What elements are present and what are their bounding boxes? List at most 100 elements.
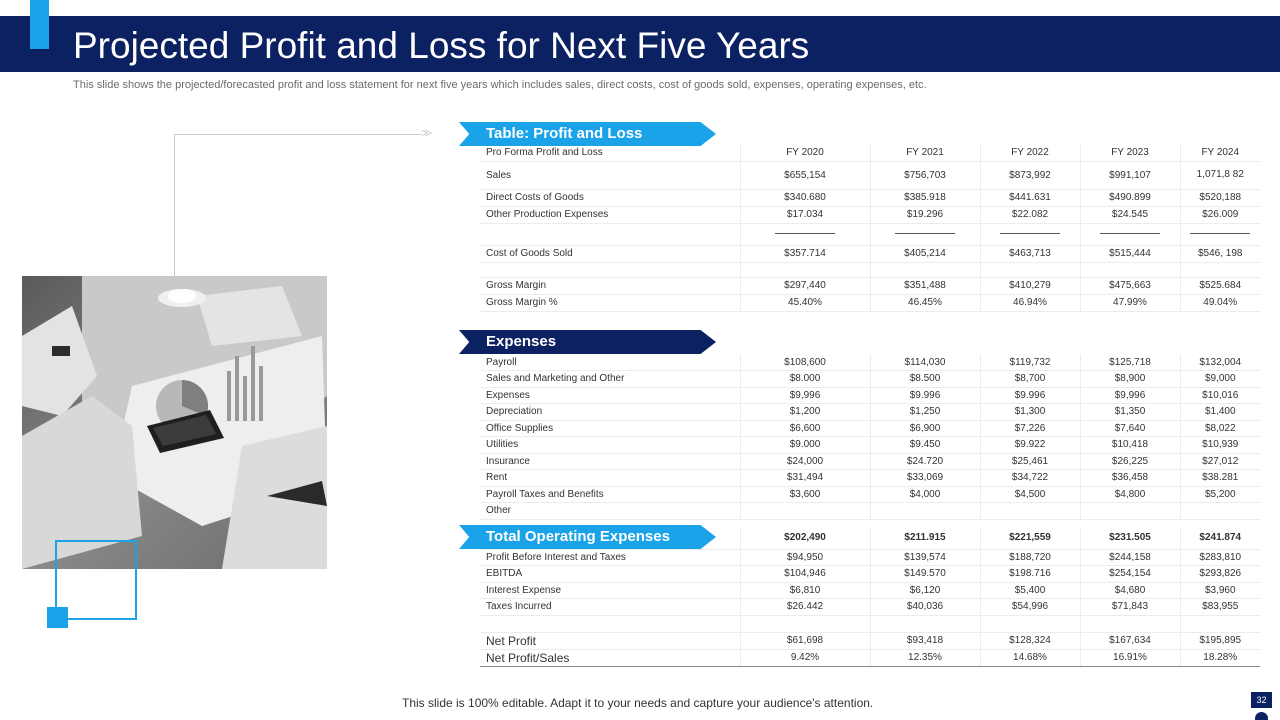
row-value: $128,324 bbox=[979, 632, 1080, 650]
table-row: Direct Costs of Goods $340.680 $385.918 … bbox=[480, 189, 1260, 207]
row-value: $283,810 bbox=[1179, 549, 1260, 566]
subtotal-underline-row bbox=[480, 223, 1260, 246]
row-value: $546, 198 bbox=[1179, 245, 1260, 263]
section-banner-profit-loss: Table: Profit and Loss bbox=[459, 122, 716, 146]
empty-cell bbox=[979, 615, 1080, 633]
row-value: $1,250 bbox=[869, 403, 980, 421]
header-label: Pro Forma Profit and Loss bbox=[480, 144, 740, 162]
row-label: Depreciation bbox=[480, 403, 740, 421]
row-value: $293,826 bbox=[1179, 565, 1260, 583]
row-value: $4,500 bbox=[979, 486, 1080, 503]
header-fy: FY 2023 bbox=[1079, 144, 1180, 162]
total-value: $241.874 bbox=[1179, 527, 1260, 550]
row-value: $6,900 bbox=[869, 420, 980, 437]
profit-loss-table: Pro Forma Profit and Loss FY 2020 FY 202… bbox=[480, 144, 1260, 312]
row-label: Rent bbox=[480, 469, 740, 487]
row-value: 46.45% bbox=[869, 294, 980, 312]
row-value: $490.899 bbox=[1079, 189, 1180, 207]
row-value: $515,444 bbox=[1079, 245, 1180, 263]
row-label: Office Supplies bbox=[480, 420, 740, 437]
total-value: $231.505 bbox=[1079, 527, 1180, 550]
row-value: $9,996 bbox=[1079, 387, 1180, 404]
row-value: $25,461 bbox=[979, 453, 1080, 470]
table-row: Other Production Expenses $17.034 $19.29… bbox=[480, 206, 1260, 224]
row-value: $71,843 bbox=[1079, 598, 1180, 616]
row-value: $4,680 bbox=[1079, 582, 1180, 599]
row-value: $40,036 bbox=[869, 598, 980, 616]
row-value: $520,188 bbox=[1179, 189, 1260, 207]
row-value: $1,400 bbox=[1179, 403, 1260, 421]
table-row: Gross Margin $297,440 $351,488 $410,279 … bbox=[480, 277, 1260, 295]
chevron-right-icon: >> bbox=[421, 126, 432, 140]
table-row: Insurance $24,000 $24.720 $25,461 $26,22… bbox=[480, 453, 1260, 470]
table-row: Other bbox=[480, 502, 1260, 520]
row-value: $26,225 bbox=[1079, 453, 1180, 470]
slide-title: Projected Profit and Loss for Next Five … bbox=[73, 25, 810, 66]
row-value: 12.35% bbox=[869, 649, 980, 667]
row-label: Direct Costs of Goods bbox=[480, 189, 740, 207]
row-value: $108,600 bbox=[739, 354, 870, 371]
header-fy: FY 2024 bbox=[1179, 144, 1260, 162]
underline-rule bbox=[1000, 233, 1060, 235]
table-row: Interest Expense $6,810 $6,120 $5,400 $4… bbox=[480, 582, 1260, 599]
underline-cell bbox=[1079, 223, 1180, 246]
row-value: $8,700 bbox=[979, 370, 1080, 388]
photo-illustration bbox=[22, 276, 327, 569]
row-value: $756,703 bbox=[869, 161, 980, 190]
row-label: Interest Expense bbox=[480, 582, 740, 599]
row-value: $5,200 bbox=[1179, 486, 1260, 503]
row-value: 46.94% bbox=[979, 294, 1080, 312]
logo-icon bbox=[1255, 712, 1268, 720]
header-fy: FY 2020 bbox=[739, 144, 870, 162]
row-label: Net Profit bbox=[480, 632, 740, 650]
row-label: Payroll bbox=[480, 354, 740, 371]
row-value: 18.28% bbox=[1179, 649, 1260, 667]
table-row: EBITDA $104,946 $149.570 $198.716 $254,1… bbox=[480, 565, 1260, 583]
row-label: Gross Margin % bbox=[480, 294, 740, 312]
row-value: $149.570 bbox=[869, 565, 980, 583]
row-value: $54,996 bbox=[979, 598, 1080, 616]
table-row: Profit Before Interest and Taxes $94,950… bbox=[480, 549, 1260, 566]
row-value: $27,012 bbox=[1179, 453, 1260, 470]
row-value: $357.714 bbox=[739, 245, 870, 263]
row-value: $10,418 bbox=[1079, 436, 1180, 454]
underline-rule bbox=[1100, 233, 1160, 235]
row-value: $991,107 bbox=[1079, 161, 1180, 190]
row-value: $9.922 bbox=[979, 436, 1080, 454]
row-value: $7,640 bbox=[1079, 420, 1180, 437]
row-label: Taxes Incurred bbox=[480, 598, 740, 616]
row-value: $7,226 bbox=[979, 420, 1080, 437]
row-value: $119,732 bbox=[979, 354, 1080, 371]
table-row: Utilities $9.000 $9.450 $9.922 $10,418 $… bbox=[480, 436, 1260, 454]
net-profit-row: Net Profit $61,698 $93,418 $128,324 $167… bbox=[480, 632, 1260, 650]
row-value: 1,071,8 82 bbox=[1179, 161, 1260, 190]
empty-cell bbox=[739, 262, 870, 278]
row-value: $9.996 bbox=[869, 387, 980, 404]
row-label: Other Production Expenses bbox=[480, 206, 740, 224]
row-value bbox=[1179, 502, 1260, 520]
row-value: 14.68% bbox=[979, 649, 1080, 667]
row-label: Other bbox=[480, 502, 740, 520]
row-value: $3,600 bbox=[739, 486, 870, 503]
expenses-table: Payroll $108,600 $114,030 $119,732 $125,… bbox=[480, 354, 1260, 520]
row-value: $8.000 bbox=[739, 370, 870, 388]
total-value: $202,490 bbox=[739, 527, 870, 550]
row-value: $188,720 bbox=[979, 549, 1080, 566]
row-value: $9,000 bbox=[1179, 370, 1260, 388]
row-label: Gross Margin bbox=[480, 277, 740, 295]
row-label: Sales and Marketing and Other bbox=[480, 370, 740, 388]
row-label: Expenses bbox=[480, 387, 740, 404]
row-value: $3,960 bbox=[1179, 582, 1260, 599]
table-row: Expenses $9,996 $9.996 $9.996 $9,996 $10… bbox=[480, 387, 1260, 404]
row-value: $93,418 bbox=[869, 632, 980, 650]
decorative-frame-outline bbox=[55, 540, 137, 620]
row-label: Net Profit/Sales bbox=[480, 649, 740, 667]
net-profit-sales-row: Net Profit/Sales 9.42% 12.35% 14.68% 16.… bbox=[480, 649, 1260, 667]
spacer-row bbox=[480, 615, 1260, 633]
total-value: $221,559 bbox=[979, 527, 1080, 550]
title-accent-bar bbox=[30, 0, 49, 49]
row-value: 16.91% bbox=[1079, 649, 1180, 667]
row-value: $5,400 bbox=[979, 582, 1080, 599]
spacer-row bbox=[480, 262, 1260, 278]
row-value: $410,279 bbox=[979, 277, 1080, 295]
